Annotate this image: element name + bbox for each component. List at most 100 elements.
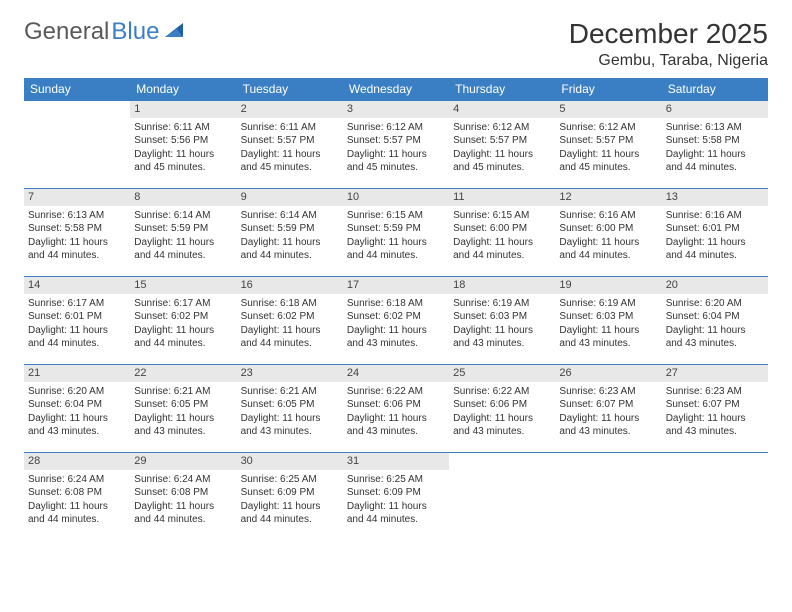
calendar-cell: 7Sunrise: 6:13 AMSunset: 5:58 PMDaylight… [24,189,130,277]
day-number: 27 [662,365,768,382]
calendar-cell: 4Sunrise: 6:12 AMSunset: 5:57 PMDaylight… [449,101,555,189]
sunset-line: Sunset: 6:01 PM [666,222,764,236]
calendar-cell: 12Sunrise: 6:16 AMSunset: 6:00 PMDayligh… [555,189,661,277]
calendar-cell: 18Sunrise: 6:19 AMSunset: 6:03 PMDayligh… [449,277,555,365]
sunset-line: Sunset: 5:57 PM [559,134,657,148]
daylight-line: Daylight: 11 hours and 43 minutes. [241,412,339,439]
day-number: 3 [343,101,449,118]
sunrise-line: Sunrise: 6:11 AM [241,121,339,135]
day-header: Sunday [24,78,130,101]
daylight-line: Daylight: 11 hours and 45 minutes. [134,148,232,175]
sunrise-line: Sunrise: 6:17 AM [28,297,126,311]
day-number: 7 [24,189,130,206]
day-number: 19 [555,277,661,294]
daylight-line: Daylight: 11 hours and 44 minutes. [241,324,339,351]
calendar-row: 28Sunrise: 6:24 AMSunset: 6:08 PMDayligh… [24,453,768,541]
daylight-line: Daylight: 11 hours and 44 minutes. [28,324,126,351]
day-number: 10 [343,189,449,206]
sunrise-line: Sunrise: 6:20 AM [666,297,764,311]
calendar-cell: 24Sunrise: 6:22 AMSunset: 6:06 PMDayligh… [343,365,449,453]
header: GeneralBlue December 2025 Gembu, Taraba,… [24,18,768,70]
calendar-row: 7 Sunrise: 6:13 AMSunset: 5:58 PM Daylight… [24,189,768,277]
daylight-line: Daylight: 11 hours and 45 minutes. [453,148,551,175]
sunrise-line: Sunrise: 6:14 AM [134,209,232,223]
calendar-cell: 23 Sunrise: 6:21 AMSunset: 6:05 PMDayligh… [237,365,343,453]
day-number: 9 [237,189,343,206]
sunrise-line: Sunrise: 6:23 AM [666,385,764,399]
sunrise-line: Sunrise: 6:20 AM [28,385,126,399]
daylight-line: Daylight: 11 hours and 43 minutes. [666,412,764,439]
day-number: 11 [449,189,555,206]
calendar-cell: 22Sunrise: 6:21 AMSunset: 6:05 PMDayligh… [130,365,236,453]
daylight-line: Daylight: 11 hours and 43 minutes. [453,412,551,439]
day-number: 31 [343,453,449,470]
day-header: Saturday [662,78,768,101]
location-text: Gembu, Taraba, Nigeria [569,52,768,70]
sunrise-line: Sunrise: 6:12 AM [347,121,445,135]
sunrise-line: Sunrise: 6:24 AM [28,473,126,487]
daylight-line: Daylight: 11 hours and 44 minutes. [134,236,232,263]
sunset-line: Sunset: 5:59 PM [347,222,445,236]
calendar-body: 1Sunrise: 6:11 AMSunset: 5:56 PMDaylight… [24,101,768,541]
sail-icon [163,18,185,46]
daylight-line: Daylight: 11 hours and 44 minutes. [134,500,232,527]
daylight-line: Daylight: 11 hours and 44 minutes. [347,236,445,263]
day-number: 23 [237,365,343,382]
sunset-line: Sunset: 6:08 PM [134,486,232,500]
sunrise-line: Sunrise: 6:24 AM [134,473,232,487]
sunset-line: Sunset: 5:59 PM [241,222,339,236]
sunrise-line: Sunrise: 6:25 AM [241,473,339,487]
sunrise-line: Sunrise: 6:13 AM [666,121,764,135]
calendar-cell: 10Sunrise: 6:15 AMSunset: 5:59 PMDayligh… [343,189,449,277]
calendar-table: SundayMondayTuesdayWednesdayThursdayFrid… [24,78,768,541]
sunrise-line: Sunrise: 6:11 AM [134,121,232,135]
sunrise-line: Sunrise: 6:22 AM [347,385,445,399]
sunrise-line: Sunrise: 6:21 AM [241,385,339,399]
day-header: Tuesday [237,78,343,101]
calendar-head: SundayMondayTuesdayWednesdayThursdayFrid… [24,78,768,101]
sunset-line: Sunset: 6:00 PM [559,222,657,236]
calendar-cell: 13Sunrise: 6:16 AMSunset: 6:01 PMDayligh… [662,189,768,277]
sunset-line: Sunset: 6:02 PM [134,310,232,324]
sunset-line: Sunset: 6:06 PM [347,398,445,412]
calendar-cell: 11Sunrise: 6:15 AMSunset: 6:00 PMDayligh… [449,189,555,277]
daylight-line: Daylight: 11 hours and 43 minutes. [453,324,551,351]
sunrise-line: Sunrise: 6:16 AM [666,209,764,223]
sunset-line: Sunset: 6:07 PM [666,398,764,412]
daylight-line: Daylight: 11 hours and 44 minutes. [134,324,232,351]
sunrise-line: Sunrise: 6:14 AM [241,209,339,223]
sunset-line: Sunset: 6:07 PM [559,398,657,412]
sunset-line: Sunset: 5:56 PM [134,134,232,148]
daylight-line: Daylight: 11 hours and 44 minutes. [347,500,445,527]
sunrise-line: Sunrise: 6:16 AM [559,209,657,223]
day-header-row: SundayMondayTuesdayWednesdayThursdayFrid… [24,78,768,101]
sunrise-line: Sunrise: 6:13 AM [28,209,126,223]
day-number: 13 [662,189,768,206]
day-number: 26 [555,365,661,382]
calendar-cell: 17Sunrise: 6:18 AMSunset: 6:02 PMDayligh… [343,277,449,365]
daylight-line: Daylight: 11 hours and 43 minutes. [666,324,764,351]
sunset-line: Sunset: 5:58 PM [28,222,126,236]
daylight-line: Daylight: 11 hours and 43 minutes. [134,412,232,439]
sunset-line: Sunset: 5:59 PM [134,222,232,236]
sunset-line: Sunset: 6:09 PM [347,486,445,500]
calendar-cell: 26Sunrise: 6:23 AMSunset: 6:07 PMDayligh… [555,365,661,453]
sunrise-line: Sunrise: 6:18 AM [241,297,339,311]
calendar-cell: 15Sunrise: 6:17 AMSunset: 6:02 PMDayligh… [130,277,236,365]
brand-text-blue: Blue [111,18,159,46]
day-header: Friday [555,78,661,101]
day-number: 29 [130,453,236,470]
sunset-line: Sunset: 6:09 PM [241,486,339,500]
sunset-line: Sunset: 5:57 PM [347,134,445,148]
daylight-line: Daylight: 11 hours and 44 minutes. [559,236,657,263]
day-number: 30 [237,453,343,470]
sunset-line: Sunset: 6:05 PM [241,398,339,412]
sunset-line: Sunset: 6:08 PM [28,486,126,500]
page-title: December 2025 [569,18,768,50]
calendar-cell: 5Sunrise: 6:12 AMSunset: 5:57 PMDaylight… [555,101,661,189]
daylight-line: Daylight: 11 hours and 44 minutes. [666,148,764,175]
calendar-cell [555,453,661,541]
calendar-cell: 30Sunrise: 6:25 AMSunset: 6:09 PMDayligh… [237,453,343,541]
sunset-line: Sunset: 5:57 PM [241,134,339,148]
sunset-line: Sunset: 6:03 PM [453,310,551,324]
